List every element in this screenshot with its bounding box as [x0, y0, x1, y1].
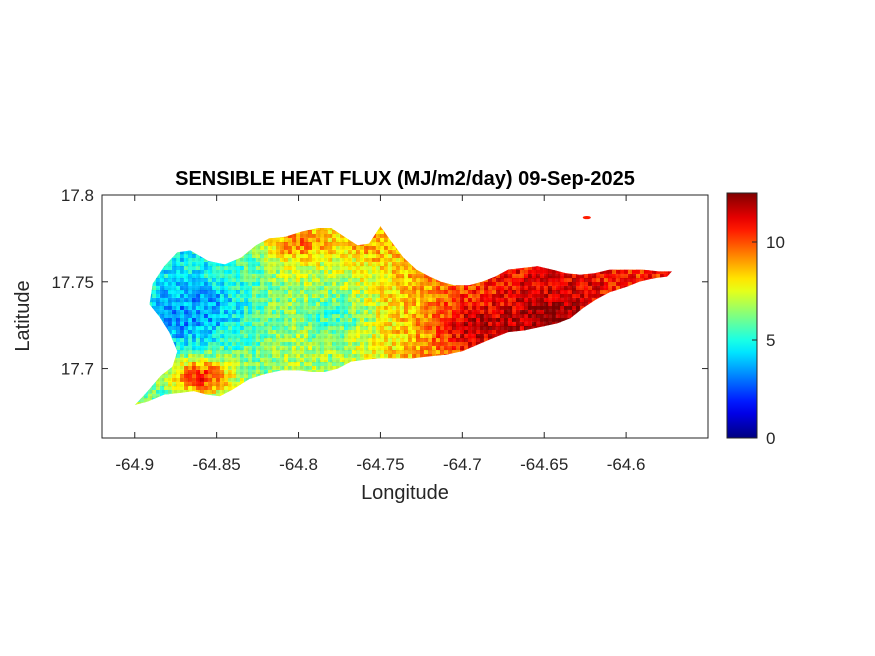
chart-title: SENSIBLE HEAT FLUX (MJ/m2/day) 09-Sep-20… — [175, 168, 635, 190]
